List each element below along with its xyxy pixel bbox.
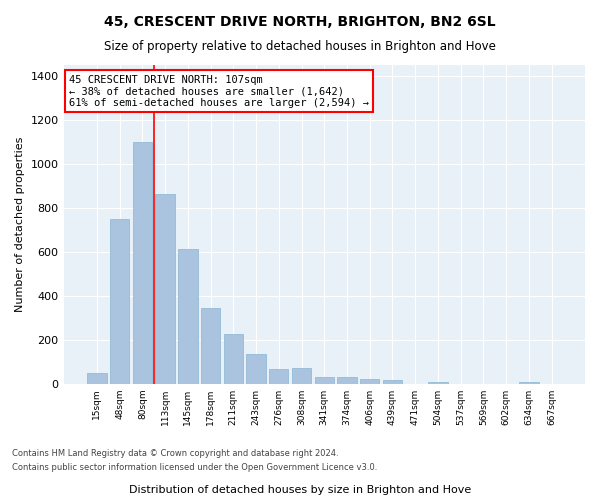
Bar xyxy=(178,248,197,384)
Bar xyxy=(314,377,334,384)
Bar xyxy=(247,354,266,384)
Text: Contains public sector information licensed under the Open Government Licence v3: Contains public sector information licen… xyxy=(12,464,377,472)
Bar xyxy=(383,380,402,384)
Bar xyxy=(201,308,220,384)
Bar xyxy=(110,219,130,384)
Bar xyxy=(337,377,356,384)
Text: 45, CRESCENT DRIVE NORTH, BRIGHTON, BN2 6SL: 45, CRESCENT DRIVE NORTH, BRIGHTON, BN2 … xyxy=(104,15,496,29)
Bar xyxy=(269,370,289,384)
Bar xyxy=(360,380,379,384)
Text: 45 CRESCENT DRIVE NORTH: 107sqm
← 38% of detached houses are smaller (1,642)
61%: 45 CRESCENT DRIVE NORTH: 107sqm ← 38% of… xyxy=(69,74,369,108)
Bar xyxy=(155,194,175,384)
Text: Size of property relative to detached houses in Brighton and Hove: Size of property relative to detached ho… xyxy=(104,40,496,53)
Text: Contains HM Land Registry data © Crown copyright and database right 2024.: Contains HM Land Registry data © Crown c… xyxy=(12,448,338,458)
Bar xyxy=(133,142,152,384)
Bar xyxy=(224,334,243,384)
Y-axis label: Number of detached properties: Number of detached properties xyxy=(15,136,25,312)
Bar xyxy=(519,382,539,384)
Bar xyxy=(428,382,448,384)
Bar xyxy=(87,373,107,384)
Bar xyxy=(292,368,311,384)
Text: Distribution of detached houses by size in Brighton and Hove: Distribution of detached houses by size … xyxy=(129,485,471,495)
